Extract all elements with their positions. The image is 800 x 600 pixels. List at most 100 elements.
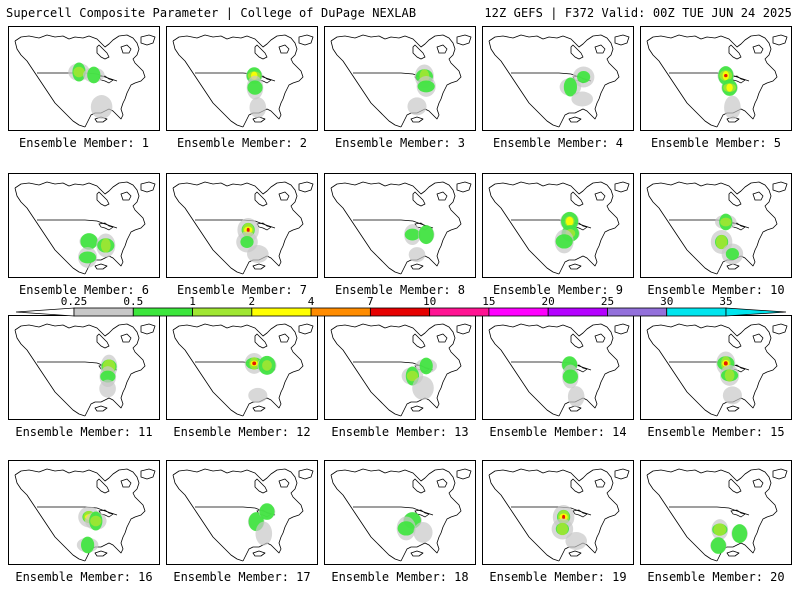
scp-blob-upper-midwest [83,66,105,84]
north-america-map [330,323,472,417]
coastline-2 [570,333,584,349]
scp-contour-level-1 [248,387,268,403]
coastline-5 [726,263,740,270]
scp-contour-level-2 [259,503,275,520]
map-frame [640,26,792,131]
coastline-5 [568,550,582,557]
ensemble-panel-15: Ensemble Member: 15 [640,315,792,439]
coastline-1 [172,329,244,417]
coastline-4 [140,323,156,335]
coastline-0 [488,181,620,275]
north-america-map [14,181,156,275]
scp-blob-ohio-valley [416,75,436,97]
map-frame [324,315,476,420]
coastline-1 [14,329,86,417]
us-canada-border [353,219,434,229]
coastline-4 [772,468,788,480]
scp-blob-ohio-valley [417,225,435,245]
scp-blob-southeast [96,233,116,258]
coastline-4 [140,181,156,193]
scp-contour-level-5 [246,227,250,233]
coastline-5 [410,263,424,270]
coastline-3 [278,191,290,201]
member-caption: Ensemble Member: 8 [334,283,466,297]
member-caption: Ensemble Member: 10 [647,283,785,297]
coastline-4 [298,468,314,480]
scp-contour-level-3 [556,522,569,536]
scp-blob-mid-miss [562,364,579,389]
scp-blob-gulf [249,97,267,119]
map-frame [324,173,476,278]
member-caption: Ensemble Member: 12 [173,425,311,439]
map-frame [640,460,792,565]
scp-contour-level-3 [724,369,735,382]
scp-contour-level-5 [724,73,728,78]
scp-contour-level-5 [723,361,728,366]
coastline-2 [570,478,584,494]
ensemble-panel-20: Ensemble Member: 20 [640,460,792,584]
coastline-1 [330,474,402,562]
scp-blob-southeast [571,91,593,107]
coastline-1 [646,40,718,128]
coastline-4 [298,34,314,46]
coastline-4 [140,468,156,480]
scp-contour-level-1 [90,95,113,119]
scp-contour-level-2 [732,524,748,544]
ensemble-panel-2: Ensemble Member: 2 [166,26,318,150]
member-caption: Ensemble Member: 1 [18,136,150,150]
coastline-2 [254,478,268,494]
coastline-4 [456,181,472,193]
coastline-1 [14,187,86,275]
member-caption: Ensemble Member: 6 [18,283,150,297]
member-caption: Ensemble Member: 11 [15,425,153,439]
coastline-5 [94,550,108,557]
map-frame [8,460,160,565]
coastline-0 [646,323,778,417]
coastline-4 [456,34,472,46]
coastline-1 [14,474,86,562]
scp-contour-level-2 [555,234,573,249]
scp-contour-level-2 [419,357,433,375]
coastline-5 [410,405,424,412]
coastline-4 [772,323,788,335]
scp-contour-level-1 [99,379,116,398]
coastline-3 [278,44,290,54]
coastline-3 [752,191,764,201]
scp-contour-level-2 [710,537,726,554]
ensemble-panel-18: Ensemble Member: 18 [324,460,476,584]
scp-blob-gulf [408,247,426,263]
coastline-1 [646,329,718,417]
great-lakes-outline [256,222,272,231]
great-lakes-outline [98,222,114,231]
us-canada-border [669,506,750,516]
north-america-map [646,181,788,275]
scp-blob-gulf [721,243,744,265]
scp-contour-level-1 [249,97,267,119]
coastline-0 [172,468,304,562]
scp-contour-level-2 [397,521,415,536]
coastline-0 [172,181,304,275]
us-canada-border [37,506,118,516]
north-america-map [172,323,314,417]
us-canada-border [195,72,276,82]
ensemble-panel-3: Ensemble Member: 3 [324,26,476,150]
coastline-2 [96,478,110,494]
scp-contour-level-3 [90,515,102,527]
scp-contour-level-2 [81,536,95,554]
coastline-1 [488,187,560,275]
coastline-3 [436,44,448,54]
scp-blob-mid-miss [721,79,738,96]
north-america-map [14,468,156,562]
coastline-3 [120,191,132,201]
scp-blob-southeast [412,376,434,400]
great-lakes-outline [730,509,746,518]
us-canada-border [511,361,592,371]
scp-contour-level-2 [87,66,101,84]
coastline-4 [614,181,630,193]
ensemble-panel-5: Ensemble Member: 5 [640,26,792,150]
coastline-4 [614,34,630,46]
scp-contour-level-1 [722,386,742,405]
coastline-5 [94,405,108,412]
scp-blob-southeast [413,521,433,543]
scp-blob-gulf [248,387,268,403]
